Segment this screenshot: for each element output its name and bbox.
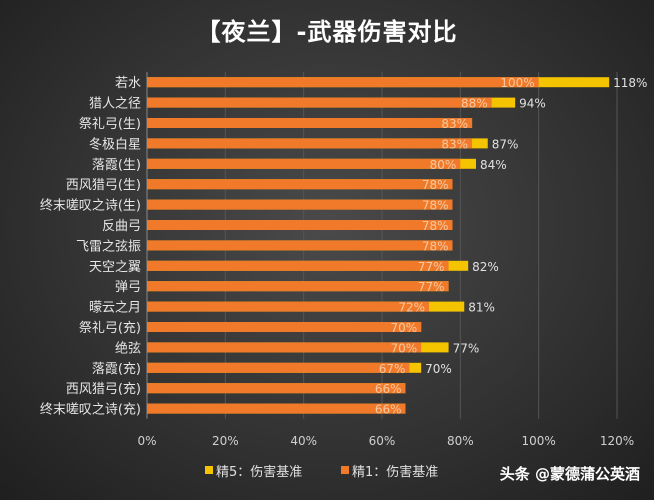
chart-title: 【夜兰】-武器伤害对比 (196, 18, 458, 46)
x-tick-label: 40% (290, 434, 317, 448)
data-label-jing1: 77% (418, 260, 445, 274)
bar-jing1 (147, 281, 449, 292)
x-tick-label: 80% (447, 434, 474, 448)
bar-jing1 (147, 403, 406, 414)
bar-jing1 (147, 362, 410, 373)
data-label-jing5: 82% (472, 260, 499, 274)
bar-jing1 (147, 260, 449, 271)
data-label-jing5: 84% (480, 158, 507, 172)
data-label-jing5: 87% (492, 137, 519, 151)
category-label: 终末嗟叹之诗(生) (40, 198, 141, 214)
data-label-jing1: 78% (422, 199, 449, 213)
category-label: 若水 (115, 75, 141, 91)
bar-jing1 (147, 220, 453, 230)
x-tick-label: 20% (212, 434, 239, 448)
x-tick-label: 0% (137, 434, 156, 448)
category-label: 曚云之月 (89, 301, 141, 316)
category-label: 冬极白星 (89, 136, 141, 152)
data-label-jing5: 70% (425, 362, 452, 376)
data-label-jing5: 81% (468, 301, 495, 315)
data-label-jing1: 77% (418, 280, 445, 294)
bar-jing1 (147, 158, 461, 169)
data-label-jing1: 88% (461, 97, 488, 111)
bar-jing1 (147, 199, 453, 210)
data-label-jing1: 78% (422, 219, 449, 233)
bar-jing1 (147, 301, 429, 312)
legend-label: 精5：伤害基准 (216, 464, 302, 480)
data-label-jing5: 77% (453, 341, 480, 355)
category-label: 绝弦 (115, 340, 141, 356)
data-label-jing1: 83% (441, 137, 468, 151)
watermark: 头条 @蒙德蒲公英酒 (499, 465, 640, 483)
data-label-jing1: 70% (390, 321, 417, 335)
data-label-jing1: 78% (422, 239, 449, 253)
data-label-jing1: 78% (422, 178, 449, 192)
bar-jing1 (147, 383, 406, 394)
category-label: 祭礼弓(生) (79, 116, 141, 132)
category-label: 落霞(生) (92, 158, 141, 173)
category-label: 弹弓 (115, 280, 141, 295)
data-label-jing1: 80% (430, 158, 457, 172)
data-label-jing1: 72% (398, 301, 425, 315)
category-label: 天空之翼 (89, 260, 141, 275)
bar-jing1 (147, 97, 492, 108)
bar-jing1 (147, 240, 453, 251)
category-label: 飞雷之弦振 (76, 238, 141, 254)
data-label-jing1: 66% (375, 382, 402, 396)
bar-jing1 (147, 179, 453, 190)
category-label: 落霞(充) (92, 361, 141, 377)
x-tick-label: 60% (369, 434, 396, 448)
legend-label: 精1：伤害基准 (352, 464, 438, 480)
data-label-jing1: 83% (441, 117, 468, 131)
category-label: 西风猎弓(充) (66, 381, 141, 397)
data-label-jing1: 66% (375, 403, 402, 417)
x-tick-label: 120% (600, 434, 634, 448)
category-label: 西风猎弓(生) (66, 178, 141, 193)
category-label: 反曲弓 (102, 219, 141, 234)
bar-jing1 (147, 77, 539, 88)
bar-jing1 (147, 342, 422, 353)
category-label: 祭礼弓(充) (79, 320, 141, 336)
legend-swatch (341, 466, 349, 474)
data-label-jing1: 70% (390, 341, 417, 355)
category-label: 终末嗟叹之诗(充) (40, 402, 141, 418)
data-label-jing1: 100% (500, 76, 534, 90)
data-label-jing5: 118% (613, 76, 647, 90)
x-tick-label: 100% (522, 434, 556, 448)
bar-jing1 (147, 322, 422, 332)
data-label-jing1: 67% (379, 362, 406, 376)
data-label-jing5: 94% (519, 97, 546, 111)
bar-jing1 (147, 138, 473, 149)
bar-jing1 (147, 118, 473, 128)
legend-swatch (205, 466, 213, 474)
category-label: 猎人之径 (89, 97, 141, 112)
